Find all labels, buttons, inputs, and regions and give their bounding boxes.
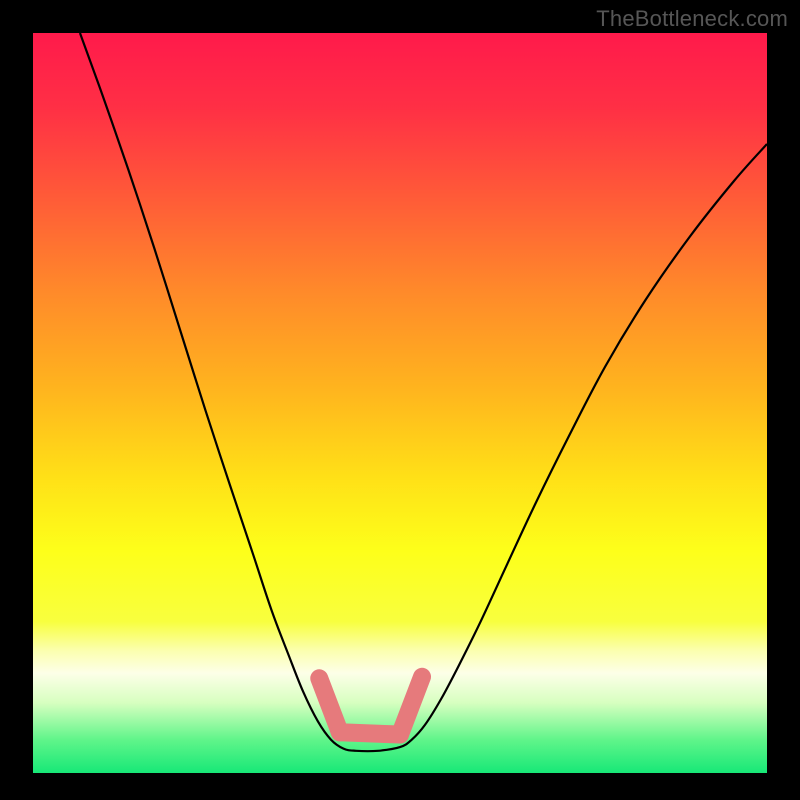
optimal-range-marker-seg-1: [340, 732, 400, 734]
chart-frame: [0, 0, 800, 800]
gradient-background: [33, 33, 767, 773]
watermark-text: TheBottleneck.com: [596, 6, 788, 32]
bottleneck-chart: [33, 33, 767, 773]
